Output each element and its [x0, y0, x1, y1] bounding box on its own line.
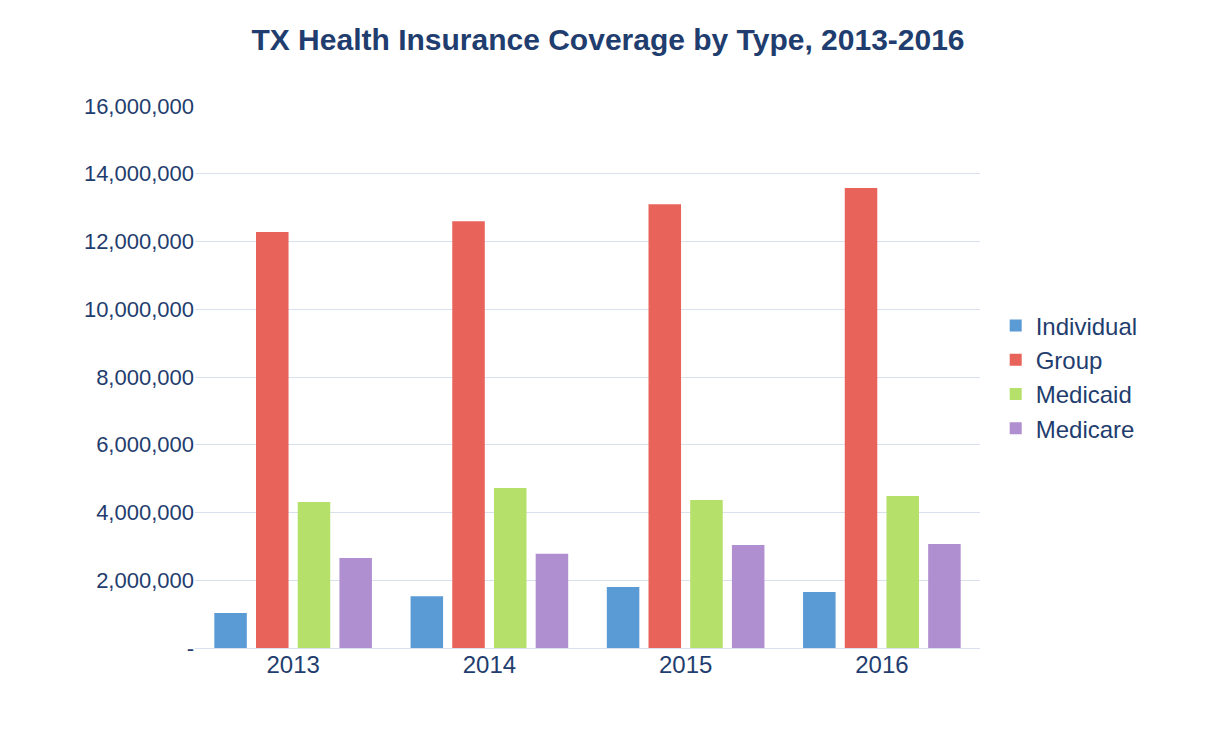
svg-text:TX Health Insurance Coverage b: TX Health Insurance Coverage by Type, 20… — [251, 23, 964, 56]
svg-text:Medicaid: Medicaid — [1036, 381, 1132, 408]
svg-text:Individual: Individual — [1036, 313, 1137, 340]
svg-text:16,000,000: 16,000,000 — [84, 94, 194, 119]
svg-text:2016: 2016 — [855, 651, 908, 678]
svg-text:2,000,000: 2,000,000 — [96, 568, 194, 593]
svg-text:Medicare: Medicare — [1036, 416, 1135, 443]
svg-text:Group: Group — [1036, 347, 1103, 374]
svg-text:6,000,000: 6,000,000 — [96, 432, 194, 457]
svg-text:2013: 2013 — [266, 651, 319, 678]
svg-text:10,000,000: 10,000,000 — [84, 297, 194, 322]
svg-text:8,000,000: 8,000,000 — [96, 365, 194, 390]
svg-text:-: - — [187, 636, 194, 661]
svg-text:2014: 2014 — [463, 651, 516, 678]
svg-text:12,000,000: 12,000,000 — [84, 229, 194, 254]
svg-text:2015: 2015 — [659, 651, 712, 678]
svg-text:14,000,000: 14,000,000 — [84, 161, 194, 186]
svg-text:4,000,000: 4,000,000 — [96, 500, 194, 525]
